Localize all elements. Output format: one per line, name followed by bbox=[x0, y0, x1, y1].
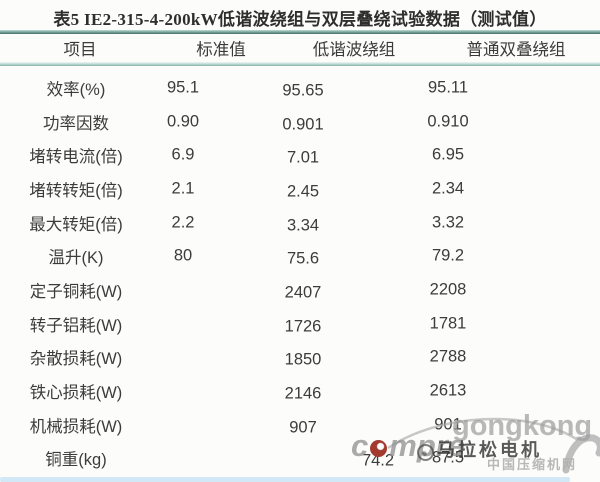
column-header-item: 项目 bbox=[63, 41, 97, 59]
cell-double-layer: 2613 bbox=[429, 381, 467, 400]
cell-standard: 6.9 bbox=[171, 145, 195, 164]
cell-double-layer: 0.910 bbox=[427, 112, 469, 131]
table-row: 杂散损耗(W) 1850 2788 bbox=[0, 341, 600, 375]
cell-double-layer: 2208 bbox=[429, 280, 467, 299]
cell-item: 效率(%) bbox=[46, 80, 106, 99]
cell-item: 堵转转矩(倍) bbox=[29, 181, 123, 200]
cell-low-harmonic: 74.2 bbox=[361, 451, 395, 470]
cell-low-harmonic: 2407 bbox=[284, 283, 322, 302]
column-header-standard: 标准值 bbox=[196, 41, 246, 59]
cell-item: 堵转电流(倍) bbox=[29, 148, 123, 167]
cell-double-layer: 95.11 bbox=[427, 78, 469, 97]
cell-low-harmonic: 1726 bbox=[284, 317, 322, 336]
cell-item: 定子铜耗(W) bbox=[29, 282, 123, 301]
cell-standard: 2.2 bbox=[171, 213, 195, 232]
cell-low-harmonic: 3.34 bbox=[286, 216, 320, 235]
cell-double-layer: 901 bbox=[434, 415, 462, 434]
cell-item: 温升(K) bbox=[48, 249, 104, 268]
cell-low-harmonic: 907 bbox=[289, 418, 317, 437]
cell-low-harmonic: 95.65 bbox=[282, 81, 324, 100]
table-row: 定子铜耗(W) 2407 2208 bbox=[0, 273, 600, 307]
cell-low-harmonic: 0.901 bbox=[282, 115, 324, 134]
cell-double-layer: 6.95 bbox=[431, 145, 465, 164]
cell-standard: 95.1 bbox=[166, 78, 200, 97]
cell-double-layer: 87.5 bbox=[431, 448, 465, 467]
cell-item: 铜重(kg) bbox=[45, 451, 107, 470]
table-row: 功率因数 0.90 0.901 0.910 bbox=[0, 105, 600, 139]
table-caption: 表5 IE2-315-4-200kW低谐波绕组与双层叠绕试验数据（测试值） bbox=[53, 10, 547, 29]
table-top-rule bbox=[0, 30, 600, 34]
cell-standard: 2.1 bbox=[171, 179, 195, 198]
cell-standard: 0.90 bbox=[166, 112, 200, 131]
table-row: 最大转矩(倍) 2.2 3.34 3.32 bbox=[0, 206, 600, 240]
cell-double-layer: 2788 bbox=[429, 347, 467, 366]
table-row: 机械损耗(W) 907 901 bbox=[0, 408, 600, 442]
cell-item: 机械损耗(W) bbox=[29, 417, 123, 436]
table-header-rule bbox=[0, 62, 600, 66]
table-row: 效率(%) 95.1 95.65 95.11 bbox=[0, 71, 600, 105]
column-header-low-harmonic: 低谐波绕组 bbox=[312, 41, 396, 59]
cell-double-layer: 79.2 bbox=[431, 246, 465, 265]
table-row: 温升(K) 80 75.6 79.2 bbox=[0, 239, 600, 273]
table-row: 堵转转矩(倍) 2.1 2.45 2.34 bbox=[0, 172, 600, 206]
cell-low-harmonic: 1850 bbox=[284, 350, 322, 369]
table-body: 效率(%) 95.1 95.65 95.11 功率因数 0.90 0.901 0.910 堵转电… bbox=[0, 71, 600, 475]
table-row: 转子铝耗(W) 1726 1781 bbox=[0, 307, 600, 341]
cell-double-layer: 1781 bbox=[429, 314, 467, 333]
cell-standard: 80 bbox=[173, 246, 193, 265]
cell-item: 转子铝耗(W) bbox=[29, 316, 123, 335]
cell-double-layer: 2.34 bbox=[431, 179, 465, 198]
bottom-highlight-strip bbox=[0, 477, 570, 482]
cell-item: 功率因数 bbox=[43, 114, 109, 133]
cell-item: 最大转矩(倍) bbox=[29, 215, 123, 234]
cell-item: 铁心损耗(W) bbox=[29, 384, 123, 403]
column-header-double-layer: 普通双叠绕组 bbox=[466, 41, 566, 59]
cell-low-harmonic: 2.45 bbox=[286, 182, 320, 201]
table-header-row: 项目 标准值 低谐波绕组 普通双叠绕组 bbox=[0, 34, 600, 62]
cell-low-harmonic: 75.6 bbox=[286, 249, 320, 268]
cell-low-harmonic: 7.01 bbox=[286, 148, 320, 167]
cell-low-harmonic: 2146 bbox=[284, 384, 322, 403]
table-row: 堵转电流(倍) 6.9 7.01 6.95 bbox=[0, 138, 600, 172]
table-row: 铜重(kg) 74.2 87.5 bbox=[0, 442, 600, 476]
table-row: 铁心损耗(W) 2146 2613 bbox=[0, 374, 600, 408]
cell-item: 杂散损耗(W) bbox=[29, 350, 123, 369]
cell-double-layer: 3.32 bbox=[431, 213, 465, 232]
